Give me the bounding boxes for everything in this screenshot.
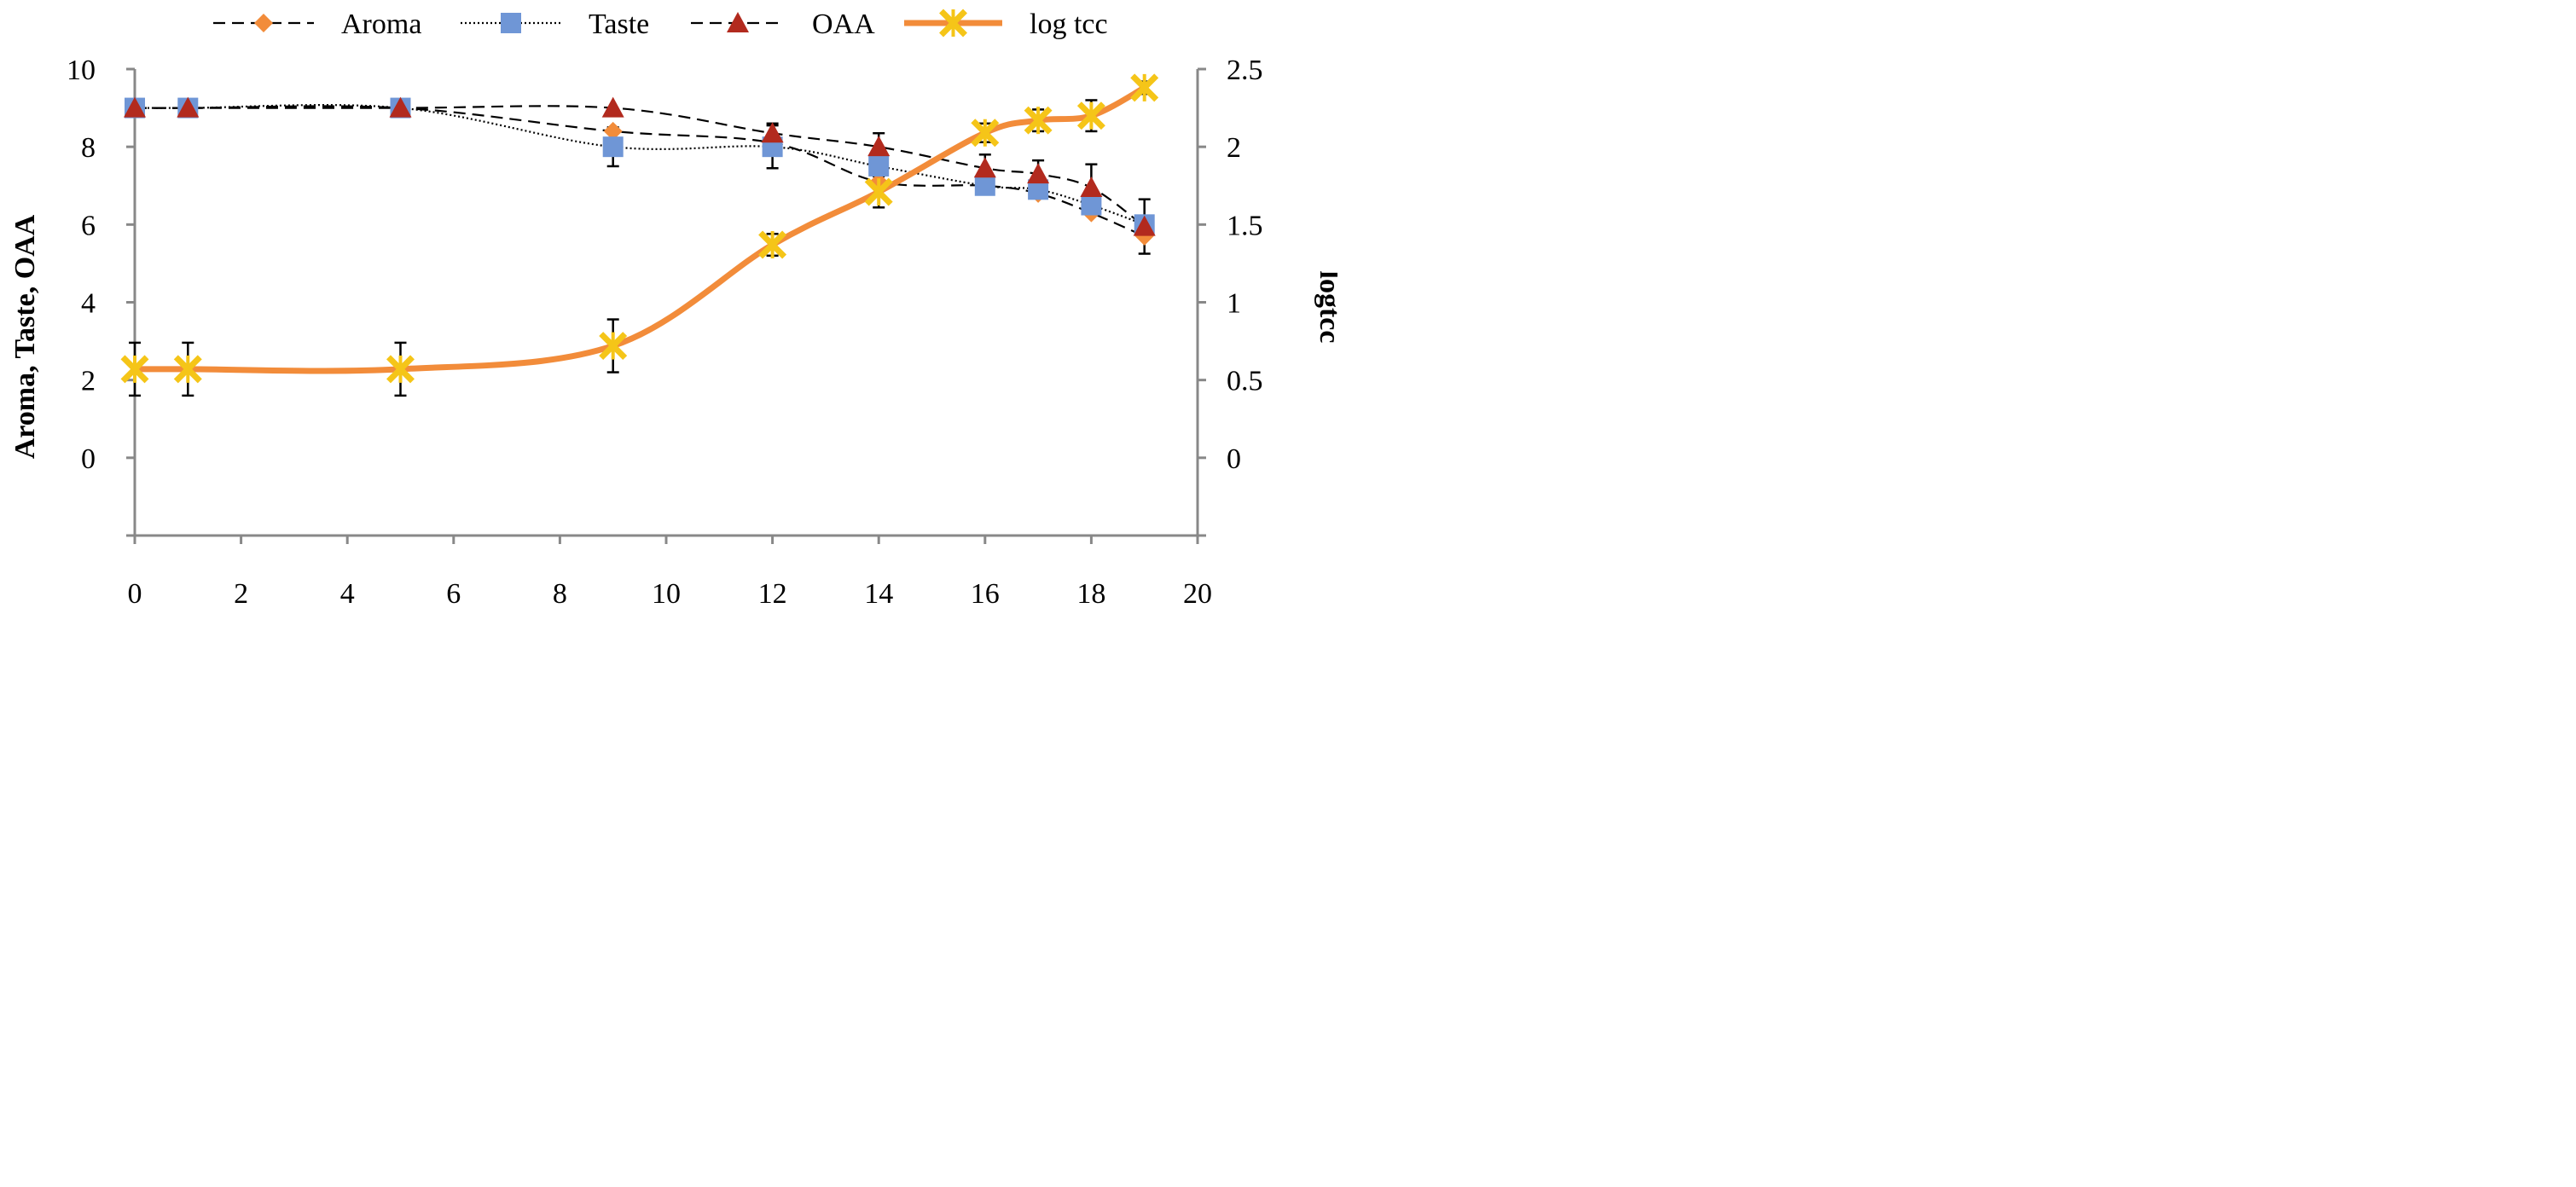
- y-tick-label-left: 2: [81, 366, 96, 397]
- data-point-star: [864, 177, 893, 206]
- series-line-aroma: [135, 105, 1146, 238]
- data-point-triangle: [973, 157, 996, 178]
- x-tick-label: 2: [234, 578, 248, 610]
- legend: Aroma Taste OAA log tcc: [213, 9, 1108, 40]
- data-point-star: [758, 230, 787, 259]
- data-point-star: [599, 332, 628, 361]
- y-axis-title-right: logtcc: [1314, 271, 1337, 344]
- chart: 0 2 4 6 8 10 12 14 16 18 20 0 2 4 6 8 10 0 0.5 1 1.5 2 2.5 Aro…: [0, 0, 1345, 616]
- y-tick-label-right: 1: [1227, 288, 1241, 320]
- y-tick-label-right: 2.5: [1227, 55, 1263, 86]
- legend-marker-square: [501, 13, 521, 33]
- y-tick-label-right: 0: [1227, 443, 1241, 475]
- data-point-diamond: [603, 121, 623, 141]
- x-tick-label: 4: [340, 578, 355, 610]
- legend-item: Aroma: [213, 9, 421, 40]
- data-point-star: [173, 355, 202, 384]
- data-point-triangle: [601, 96, 624, 118]
- y-tick-label-right: 1.5: [1227, 210, 1263, 241]
- x-tick-label: 16: [971, 578, 1000, 610]
- ticks-layer: 0 2 4 6 8 10 12 14 16 18 20 0 2 4 6 8 10 0 0.5 1 1.5 2 2.5: [67, 55, 1263, 610]
- data-point-square: [868, 155, 890, 177]
- legend-marker-star: [939, 9, 967, 38]
- legend-label: Aroma: [341, 9, 421, 40]
- x-tick-label: 12: [758, 578, 787, 610]
- data-point-triangle: [761, 122, 784, 143]
- y-tick-label-left: 6: [81, 210, 96, 241]
- data-point-triangle: [1027, 163, 1050, 184]
- chart-svg: 0 2 4 6 8 10 12 14 16 18 20 0 2 4 6 8 10 0 0.5 1 1.5 2 2.5 Aro…: [9, 9, 1345, 610]
- data-point-square: [974, 175, 995, 196]
- x-tick-label: 18: [1076, 578, 1105, 610]
- data-point-star: [120, 355, 149, 384]
- x-tick-label: 10: [652, 578, 681, 610]
- y-tick-label-left: 4: [81, 288, 96, 320]
- data-point-square: [602, 136, 624, 158]
- y-tick-label-left: 0: [81, 443, 96, 475]
- legend-marker-diamond: [254, 14, 273, 32]
- legend-marker-triangle: [727, 12, 749, 32]
- y-tick-label-right: 0.5: [1227, 366, 1263, 397]
- data-point-star: [1076, 101, 1105, 130]
- data-point-square: [1081, 194, 1102, 216]
- data-point-triangle: [867, 136, 891, 157]
- x-tick-label: 14: [864, 578, 893, 610]
- series-lines: [134, 84, 1146, 374]
- data-point-triangle: [389, 96, 412, 118]
- legend-item: log tcc: [904, 9, 1108, 40]
- y-tick-label-right: 2: [1227, 132, 1241, 164]
- legend-item: OAA: [691, 9, 875, 40]
- data-point-star: [386, 355, 415, 384]
- data-point-star: [971, 119, 1000, 148]
- x-tick-label: 0: [128, 578, 142, 610]
- legend-item: Taste: [461, 9, 649, 40]
- x-tick-label: 20: [1183, 578, 1212, 610]
- y-axis-title-left: Aroma, Taste, OAA: [9, 214, 41, 459]
- data-markers: [120, 73, 1159, 384]
- series-line-log-tcc: [134, 84, 1146, 374]
- data-point-star: [1130, 73, 1159, 102]
- data-point-triangle: [1080, 177, 1103, 198]
- data-point-triangle: [1133, 215, 1156, 236]
- data-point-star: [1024, 106, 1053, 135]
- data-point-triangle: [177, 96, 200, 118]
- legend-label: OAA: [812, 9, 875, 40]
- data-point-triangle: [124, 96, 146, 118]
- x-tick-label: 6: [446, 578, 461, 610]
- y-tick-label-left: 10: [67, 55, 96, 86]
- legend-label: Taste: [589, 9, 649, 40]
- y-tick-label-left: 8: [81, 132, 96, 164]
- x-tick-label: 8: [553, 578, 567, 610]
- legend-label: log tcc: [1030, 9, 1108, 40]
